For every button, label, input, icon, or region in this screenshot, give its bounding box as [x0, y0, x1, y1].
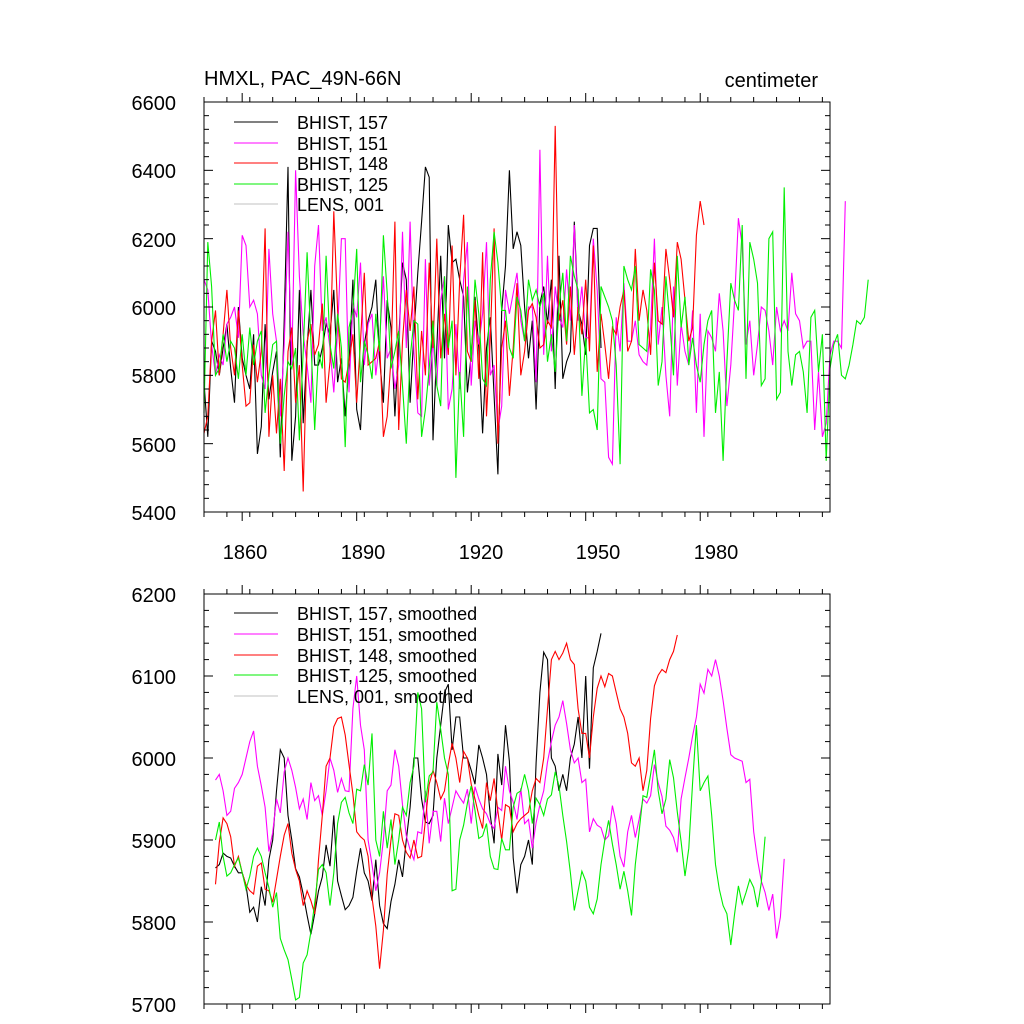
y-tick-label: 5600 — [132, 435, 177, 457]
legend-label: LENS, 001 — [297, 195, 384, 215]
series-line-b125 — [203, 187, 869, 478]
legend-label: BHIST, 125 — [297, 175, 388, 195]
legend-label: BHIST, 148 — [297, 154, 388, 174]
chart-title: HMXL, PAC_49N-66N — [204, 68, 401, 90]
top-panel-series — [203, 125, 869, 492]
bottom-panel-frame — [203, 593, 831, 1005]
y-tick-label: 6000 — [132, 749, 177, 771]
bottom-panel-legend: BHIST, 157, smoothed BHIST, 151, smoothe… — [234, 604, 477, 707]
top-panel: HMXL, PAC_49N-66N centimeter 6600 6400 6… — [132, 68, 869, 564]
series-line-s157 — [215, 633, 602, 935]
series-line-s151 — [215, 659, 785, 939]
series-line-b157 — [203, 166, 602, 475]
y-tick-label: 5800 — [132, 366, 177, 388]
top-panel-ticks — [203, 93, 830, 521]
y-tick-label: 5900 — [132, 831, 177, 853]
legend-label: BHIST, 157 — [297, 113, 388, 133]
y-tick-label: 6000 — [132, 298, 177, 320]
y-tick-label: 6200 — [132, 230, 177, 252]
series-line-s148 — [214, 634, 678, 969]
units-label: centimeter — [725, 70, 819, 92]
y-tick-label: 5800 — [132, 913, 177, 935]
bottom-panel-series — [214, 633, 785, 1001]
top-panel-legend: BHIST, 157 BHIST, 151 BHIST, 148 BHIST, … — [234, 113, 388, 215]
legend-label: BHIST, 151, smoothed — [297, 625, 477, 645]
y-tick-label: 6200 — [132, 585, 177, 607]
x-tick-label: 1980 — [694, 542, 739, 564]
top-panel-x-tick-labels: 1860 1890 1920 1950 1980 — [223, 542, 739, 564]
y-tick-label: 5400 — [132, 503, 177, 525]
legend-label: LENS, 001, smoothed — [297, 687, 473, 707]
bottom-panel-ticks — [203, 585, 830, 1013]
bottom-panel: 6200 6100 6000 5900 5800 5700 BHIST, 157… — [132, 585, 831, 1017]
legend-label: BHIST, 125, smoothed — [297, 666, 477, 686]
y-tick-label: 5700 — [132, 995, 177, 1017]
y-tick-label: 6400 — [132, 161, 177, 183]
legend-label: BHIST, 151 — [297, 134, 388, 154]
series-line-s125 — [214, 692, 766, 1001]
x-tick-label: 1890 — [341, 542, 386, 564]
y-tick-label: 6100 — [132, 667, 177, 689]
legend-label: BHIST, 157, smoothed — [297, 604, 477, 624]
y-tick-label: 6600 — [132, 93, 177, 115]
legend-label: BHIST, 148, smoothed — [297, 646, 477, 666]
top-panel-y-tick-labels: 6600 6400 6200 6000 5800 5600 5400 — [132, 93, 177, 525]
bottom-panel-y-tick-labels: 6200 6100 6000 5900 5800 5700 — [132, 585, 177, 1017]
x-tick-label: 1860 — [223, 542, 268, 564]
x-tick-label: 1950 — [576, 542, 621, 564]
x-tick-label: 1920 — [459, 542, 504, 564]
